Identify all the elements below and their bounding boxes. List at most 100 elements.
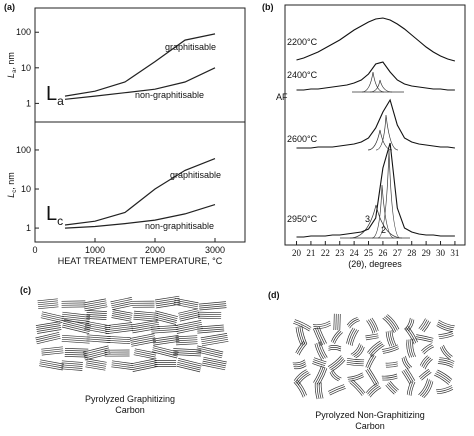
- caption-line: Pyrolyzed Graphitizing: [85, 394, 175, 404]
- graphene-layer: [39, 361, 64, 367]
- curve-label: non-graphitisable: [135, 90, 204, 100]
- graphene-layer: [415, 338, 433, 343]
- graphene-layer: [105, 328, 133, 333]
- graphene-layer: [152, 349, 178, 357]
- annotation: AF: [276, 92, 288, 102]
- caption-line: Pyrolyzed Non-Graphitizing: [315, 410, 425, 420]
- graphene-layer: [436, 371, 452, 382]
- graphene-layer: [61, 326, 90, 334]
- graphene-layer: [134, 310, 159, 314]
- graphene-layer: [173, 303, 198, 310]
- graphene-layer: [177, 359, 202, 367]
- graphene-layer: [438, 361, 454, 366]
- graphene-layer: [104, 324, 133, 329]
- graphene-layer: [365, 354, 373, 368]
- x-tick-label: 21: [306, 248, 315, 258]
- graphene-layer: [86, 360, 107, 365]
- graphene-layer: [175, 320, 202, 326]
- graphene-layer: [293, 361, 306, 366]
- graphene-layer: [37, 329, 62, 334]
- graphene-layer: [174, 297, 199, 304]
- graphene-layer: [176, 365, 201, 373]
- graphene-layer: [382, 346, 399, 352]
- graphene-layer: [83, 298, 106, 304]
- graphene-layer: [297, 373, 311, 386]
- graphene-layer: [112, 309, 133, 314]
- graphene-layer: [131, 321, 159, 328]
- graphene-layer: [331, 359, 346, 372]
- graphene-layer: [328, 345, 342, 348]
- graphene-layer: [294, 365, 307, 370]
- graphene-layer: [385, 365, 399, 368]
- graphene-layer: [423, 381, 434, 399]
- graphene-layer: [38, 306, 59, 310]
- graphene-layer: [385, 315, 398, 331]
- graphene-layer: [295, 370, 308, 383]
- graphene-layer: [386, 383, 396, 394]
- y-tick-label: 100: [16, 145, 31, 155]
- graphene-layer: [385, 331, 391, 347]
- axis-symbol-main: L: [46, 83, 57, 105]
- graphene-layer: [41, 348, 64, 352]
- graphene-layer: [405, 355, 413, 368]
- graphene-layer: [86, 314, 107, 316]
- graphene-layer: [365, 369, 376, 386]
- y-tick-label: 10: [21, 63, 31, 73]
- graphene-layer: [418, 368, 429, 378]
- graphene-layer: [151, 329, 179, 332]
- graphene-layer: [434, 374, 449, 385]
- graphene-layer: [131, 360, 157, 367]
- axis-symbol-sub: a: [57, 94, 64, 108]
- x-tick-label: 2000: [145, 245, 165, 255]
- graphene-layer: [176, 343, 198, 346]
- non-graphitizing-structure: [292, 313, 455, 400]
- graphene-layer: [153, 345, 179, 353]
- graphene-layer: [41, 313, 64, 320]
- graphene-layer: [367, 384, 379, 395]
- graphene-layer: [154, 295, 180, 301]
- graphene-layer: [179, 312, 200, 318]
- graphene-layer: [112, 304, 134, 311]
- graphene-layer: [155, 299, 180, 305]
- graphene-layer: [316, 382, 320, 399]
- graphene-layer: [177, 361, 201, 369]
- graphene-layer: [381, 373, 398, 377]
- graphene-layer: [39, 365, 63, 371]
- graphene-layer: [132, 364, 158, 370]
- graphene-layer: [37, 302, 59, 306]
- graphene-layer: [405, 327, 417, 344]
- graphene-layer: [62, 322, 91, 331]
- graphene-layer: [416, 334, 434, 339]
- graphene-layer: [316, 367, 326, 385]
- graphene-layer: [201, 364, 226, 371]
- graphene-layer: [438, 331, 453, 336]
- graphene-layer: [406, 318, 413, 331]
- graphene-layer: [384, 316, 397, 332]
- graphene-layer: [64, 348, 89, 350]
- x-tick-label: 23: [335, 248, 345, 258]
- graphene-layer: [35, 333, 60, 341]
- graphene-layer: [312, 361, 326, 367]
- graphene-layer: [106, 337, 131, 341]
- graphene-layer: [111, 317, 132, 322]
- graphene-layer: [178, 308, 199, 314]
- temperature-label: 2200°C: [287, 37, 318, 47]
- graphene-layer: [174, 299, 199, 306]
- curve: [64, 67, 216, 100]
- graphene-layer: [404, 317, 411, 330]
- graphene-layer: [196, 347, 223, 355]
- graphene-layer: [349, 320, 360, 329]
- graphene-layer: [371, 317, 379, 331]
- graphene-layer: [132, 366, 158, 372]
- graphene-layer: [406, 380, 412, 395]
- graphene-layer: [106, 341, 131, 345]
- diffraction-profile: [296, 17, 456, 62]
- graphene-layer: [61, 368, 83, 371]
- x-axis-label: HEAT TREATMENT TEMPERATURE, °C: [58, 256, 223, 266]
- graphene-layer: [329, 356, 343, 369]
- graphene-layer: [368, 385, 380, 396]
- graphene-layer: [437, 323, 454, 331]
- graphene-layer: [35, 331, 60, 339]
- graphene-layer: [369, 318, 377, 332]
- graphene-layer: [111, 366, 133, 370]
